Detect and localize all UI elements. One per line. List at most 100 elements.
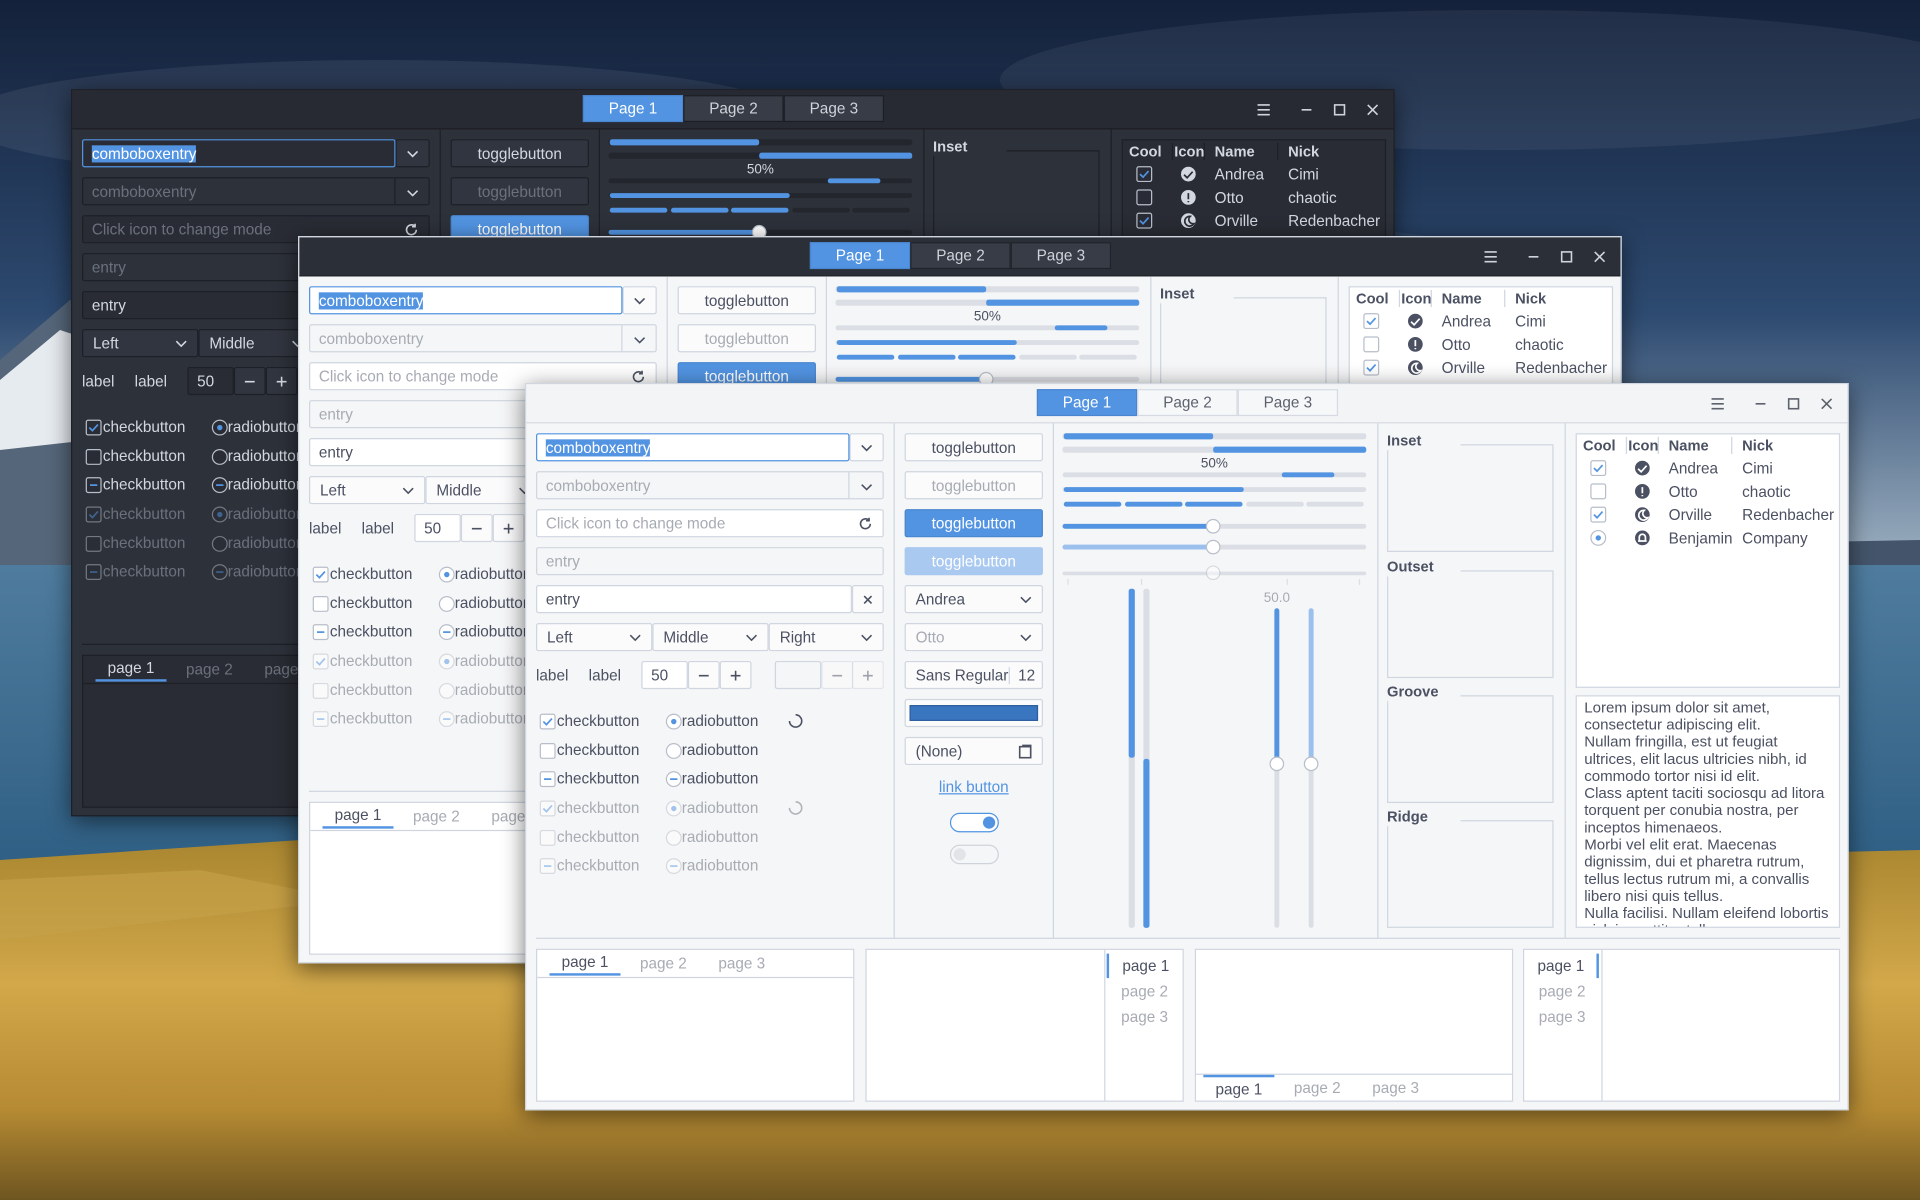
close-button[interactable] [1817, 394, 1837, 414]
minimize-button[interactable] [1751, 394, 1771, 414]
mode-icon-box[interactable] [631, 369, 646, 384]
column-header[interactable]: Cool [1356, 287, 1429, 309]
clear-button[interactable] [851, 585, 884, 614]
switch[interactable] [949, 812, 999, 833]
column-header[interactable]: Cool [1583, 434, 1656, 456]
menu-button[interactable] [1254, 100, 1274, 120]
combo-box[interactable]: Middle [198, 329, 315, 358]
maximize-button[interactable] [1330, 100, 1350, 120]
minimize-button[interactable] [1524, 247, 1544, 267]
vscale-knob[interactable] [1303, 756, 1319, 772]
checkbox[interactable] [312, 566, 329, 583]
header-tab[interactable]: Page 2 [910, 242, 1011, 270]
radio[interactable] [438, 566, 455, 583]
combo-entry[interactable]: comboboxentry [536, 433, 850, 462]
combo-box[interactable]: Middle [425, 476, 542, 505]
combo-entry[interactable]: comboboxentry [309, 286, 623, 315]
menu-button[interactable] [1708, 394, 1728, 414]
maximize-button[interactable] [1784, 394, 1804, 414]
slider-knob[interactable] [1205, 539, 1221, 555]
checkbox[interactable] [539, 771, 556, 788]
tree-checkbox[interactable] [1136, 189, 1153, 206]
column-header[interactable]: Name [1442, 287, 1515, 309]
file-chooser[interactable]: (None) [904, 736, 1043, 766]
icon-entry[interactable]: Click icon to change mode [536, 509, 884, 538]
column-header[interactable]: Cool [1129, 140, 1202, 162]
combo-box[interactable]: Left [82, 329, 199, 358]
radio[interactable] [438, 624, 455, 641]
notebook-tab[interactable]: page 2 [628, 951, 699, 975]
mode-icon-box[interactable] [404, 222, 419, 237]
header-tab[interactable]: Page 1 [809, 242, 911, 270]
radio[interactable] [211, 477, 228, 494]
tree-checkbox[interactable] [1590, 460, 1607, 477]
radio[interactable] [438, 596, 455, 612]
header-tab[interactable]: Page 3 [1010, 242, 1112, 270]
notebook-tab[interactable]: page 1 [1106, 953, 1183, 979]
radio[interactable] [665, 713, 682, 730]
notebook-tab[interactable]: page 3 [706, 951, 777, 975]
togglebutton[interactable]: togglebutton [677, 286, 816, 315]
togglebutton[interactable]: togglebutton [904, 433, 1043, 462]
checkbox[interactable] [85, 477, 102, 494]
notebook-tab[interactable]: page 1 [549, 951, 621, 976]
notebook-tab[interactable]: page 2 [1282, 1075, 1353, 1101]
checkbox[interactable] [85, 419, 102, 436]
spin-minus[interactable] [460, 513, 493, 543]
notebook-tab[interactable]: page 1 [1525, 953, 1599, 979]
notebook-tab[interactable]: page 3 [1525, 1005, 1598, 1029]
column-header[interactable]: Icon [1174, 140, 1247, 162]
vscale-knob[interactable] [1269, 756, 1285, 772]
combo-box[interactable]: Left [536, 623, 653, 652]
radio[interactable] [665, 743, 682, 759]
column-header[interactable]: Nick [1515, 287, 1588, 309]
column-header[interactable]: Icon [1628, 434, 1701, 456]
maximize-button[interactable] [1557, 247, 1577, 267]
notebook-tab[interactable]: page 1 [322, 804, 394, 829]
notebook-tab[interactable]: page 2 [174, 657, 245, 681]
notebook-tab[interactable]: page 1 [1203, 1074, 1275, 1101]
spin-entry[interactable]: 50 [641, 660, 688, 690]
spin-minus[interactable] [233, 366, 266, 396]
menu-button[interactable] [1481, 247, 1501, 267]
close-button[interactable] [1363, 100, 1383, 120]
tree-checkbox[interactable] [1136, 212, 1153, 229]
notebook-tab[interactable]: page 2 [1525, 979, 1598, 1003]
tree-checkbox[interactable] [1590, 483, 1607, 500]
combo-entry[interactable]: comboboxentry [82, 139, 396, 168]
notebook-tab[interactable]: page 3 [1360, 1075, 1431, 1101]
spin-plus[interactable] [265, 366, 298, 396]
header-tab[interactable]: Page 1 [582, 95, 684, 123]
combo-box[interactable]: Andrea [904, 585, 1043, 614]
combo-box[interactable]: Middle [652, 623, 769, 652]
spin-minus[interactable] [687, 660, 720, 690]
column-header[interactable]: Name [1669, 434, 1742, 456]
column-header[interactable]: Name [1215, 140, 1288, 162]
combo-button[interactable] [395, 139, 430, 168]
togglebutton[interactable]: togglebutton [904, 509, 1043, 538]
icon-entry[interactable]: Click icon to change mode [82, 215, 430, 244]
tree-checkbox[interactable] [1363, 336, 1380, 353]
spin-entry[interactable]: 50 [187, 366, 234, 396]
tree-checkbox[interactable] [1590, 506, 1607, 523]
column-header[interactable]: Nick [1742, 434, 1815, 456]
tree-checkbox[interactable] [1363, 313, 1380, 330]
combo-button[interactable] [622, 286, 657, 315]
column-header[interactable]: Nick [1288, 140, 1361, 162]
header-tab[interactable]: Page 3 [783, 95, 885, 123]
link-button[interactable]: link button [905, 774, 1043, 801]
color-button[interactable] [904, 698, 1043, 728]
text-view[interactable]: Lorem ipsum dolor sit amet, consectetur … [1575, 695, 1841, 928]
header-tab[interactable]: Page 2 [683, 95, 784, 123]
togglebutton[interactable]: togglebutton [450, 139, 589, 168]
column-header[interactable]: Icon [1401, 287, 1474, 309]
tree-radio[interactable] [1590, 529, 1607, 546]
spin-plus[interactable] [492, 513, 525, 543]
combo-box[interactable]: Left [309, 476, 426, 505]
close-button[interactable] [1590, 247, 1610, 267]
checkbox[interactable] [539, 743, 556, 759]
notebook-tab[interactable]: page 1 [95, 657, 167, 682]
minimize-button[interactable] [1297, 100, 1317, 120]
checkbox[interactable] [85, 449, 102, 465]
